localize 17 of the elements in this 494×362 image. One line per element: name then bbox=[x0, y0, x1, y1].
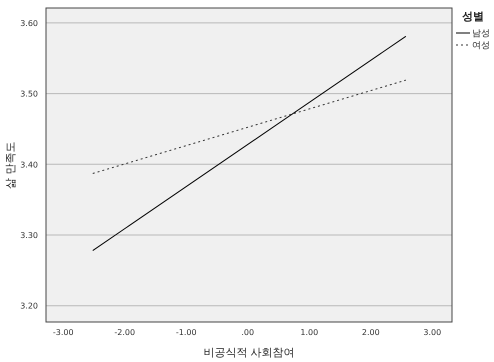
x-tick-label: 3.00 bbox=[423, 328, 442, 337]
x-tick-label: -3.00 bbox=[52, 328, 74, 337]
x-tick-label: .00 bbox=[241, 328, 254, 337]
legend-label: 여성 bbox=[472, 41, 490, 51]
y-tick-label: 3.20 bbox=[20, 302, 38, 311]
y-tick-label: 3.40 bbox=[20, 160, 38, 170]
y-axis-title: 삶 만족도 bbox=[4, 141, 17, 189]
legend-label: 남성 bbox=[472, 29, 490, 39]
y-tick-label: 3.30 bbox=[20, 231, 38, 240]
legend-title: 성별 bbox=[462, 10, 484, 23]
x-axis-title: 비공식적 사회참여 bbox=[203, 346, 295, 359]
x-tick-label: 2.00 bbox=[362, 328, 380, 337]
x-tick-label: 1.00 bbox=[300, 328, 318, 337]
y-tick-label: 3.50 bbox=[20, 90, 38, 99]
x-tick-label: -2.00 bbox=[114, 328, 136, 337]
y-tick-label: 3.60 bbox=[20, 18, 38, 28]
x-tick-label: -1.00 bbox=[176, 328, 197, 337]
